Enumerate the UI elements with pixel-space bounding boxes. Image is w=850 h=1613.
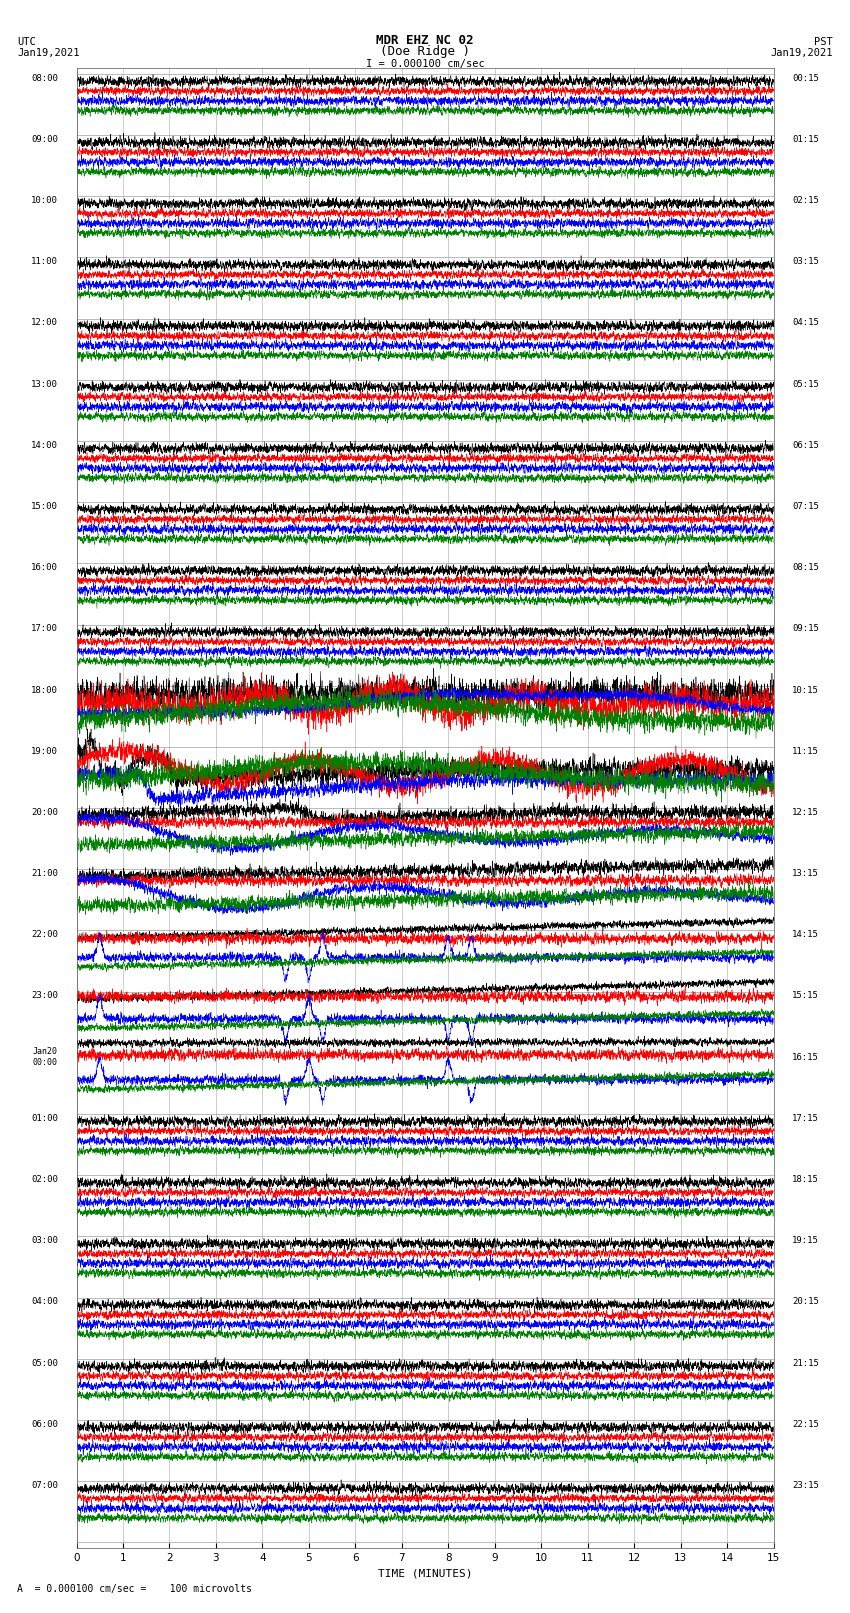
X-axis label: TIME (MINUTES): TIME (MINUTES) xyxy=(377,1569,473,1579)
Text: 20:15: 20:15 xyxy=(792,1297,819,1307)
Text: 11:15: 11:15 xyxy=(792,747,819,756)
Text: 09:00: 09:00 xyxy=(31,135,58,144)
Text: 19:15: 19:15 xyxy=(792,1236,819,1245)
Text: 00:15: 00:15 xyxy=(792,74,819,82)
Text: MDR EHZ NC 02: MDR EHZ NC 02 xyxy=(377,34,473,47)
Text: 05:00: 05:00 xyxy=(31,1358,58,1368)
Text: 22:15: 22:15 xyxy=(792,1419,819,1429)
Text: 17:15: 17:15 xyxy=(792,1115,819,1123)
Text: 04:00: 04:00 xyxy=(31,1297,58,1307)
Text: 06:15: 06:15 xyxy=(792,440,819,450)
Text: 15:00: 15:00 xyxy=(31,502,58,511)
Text: 11:00: 11:00 xyxy=(31,256,58,266)
Text: PST: PST xyxy=(814,37,833,47)
Text: 18:15: 18:15 xyxy=(792,1174,819,1184)
Text: 13:15: 13:15 xyxy=(792,869,819,877)
Text: I = 0.000100 cm/sec: I = 0.000100 cm/sec xyxy=(366,60,484,69)
Text: 02:15: 02:15 xyxy=(792,197,819,205)
Text: 14:15: 14:15 xyxy=(792,931,819,939)
Text: 01:15: 01:15 xyxy=(792,135,819,144)
Text: 20:00: 20:00 xyxy=(31,808,58,816)
Text: 01:00: 01:00 xyxy=(31,1115,58,1123)
Text: 04:15: 04:15 xyxy=(792,318,819,327)
Text: 16:00: 16:00 xyxy=(31,563,58,573)
Text: 08:00: 08:00 xyxy=(31,74,58,82)
Text: A  = 0.000100 cm/sec =    100 microvolts: A = 0.000100 cm/sec = 100 microvolts xyxy=(17,1584,252,1594)
Text: 16:15: 16:15 xyxy=(792,1053,819,1061)
Text: UTC: UTC xyxy=(17,37,36,47)
Text: 07:15: 07:15 xyxy=(792,502,819,511)
Text: 03:15: 03:15 xyxy=(792,256,819,266)
Text: 10:00: 10:00 xyxy=(31,197,58,205)
Text: 14:00: 14:00 xyxy=(31,440,58,450)
Text: 03:00: 03:00 xyxy=(31,1236,58,1245)
Text: Jan20
00:00: Jan20 00:00 xyxy=(33,1047,58,1066)
Text: 08:15: 08:15 xyxy=(792,563,819,573)
Text: 21:00: 21:00 xyxy=(31,869,58,877)
Text: 07:00: 07:00 xyxy=(31,1481,58,1490)
Text: 09:15: 09:15 xyxy=(792,624,819,634)
Text: 22:00: 22:00 xyxy=(31,931,58,939)
Text: 15:15: 15:15 xyxy=(792,992,819,1000)
Text: 19:00: 19:00 xyxy=(31,747,58,756)
Text: 10:15: 10:15 xyxy=(792,686,819,695)
Text: 17:00: 17:00 xyxy=(31,624,58,634)
Text: 13:00: 13:00 xyxy=(31,379,58,389)
Text: 12:15: 12:15 xyxy=(792,808,819,816)
Text: 05:15: 05:15 xyxy=(792,379,819,389)
Text: Jan19,2021: Jan19,2021 xyxy=(17,48,80,58)
Text: 21:15: 21:15 xyxy=(792,1358,819,1368)
Text: 23:15: 23:15 xyxy=(792,1481,819,1490)
Text: (Doe Ridge ): (Doe Ridge ) xyxy=(380,45,470,58)
Text: 18:00: 18:00 xyxy=(31,686,58,695)
Text: 23:00: 23:00 xyxy=(31,992,58,1000)
Text: 06:00: 06:00 xyxy=(31,1419,58,1429)
Text: Jan19,2021: Jan19,2021 xyxy=(770,48,833,58)
Text: 02:00: 02:00 xyxy=(31,1174,58,1184)
Text: 12:00: 12:00 xyxy=(31,318,58,327)
